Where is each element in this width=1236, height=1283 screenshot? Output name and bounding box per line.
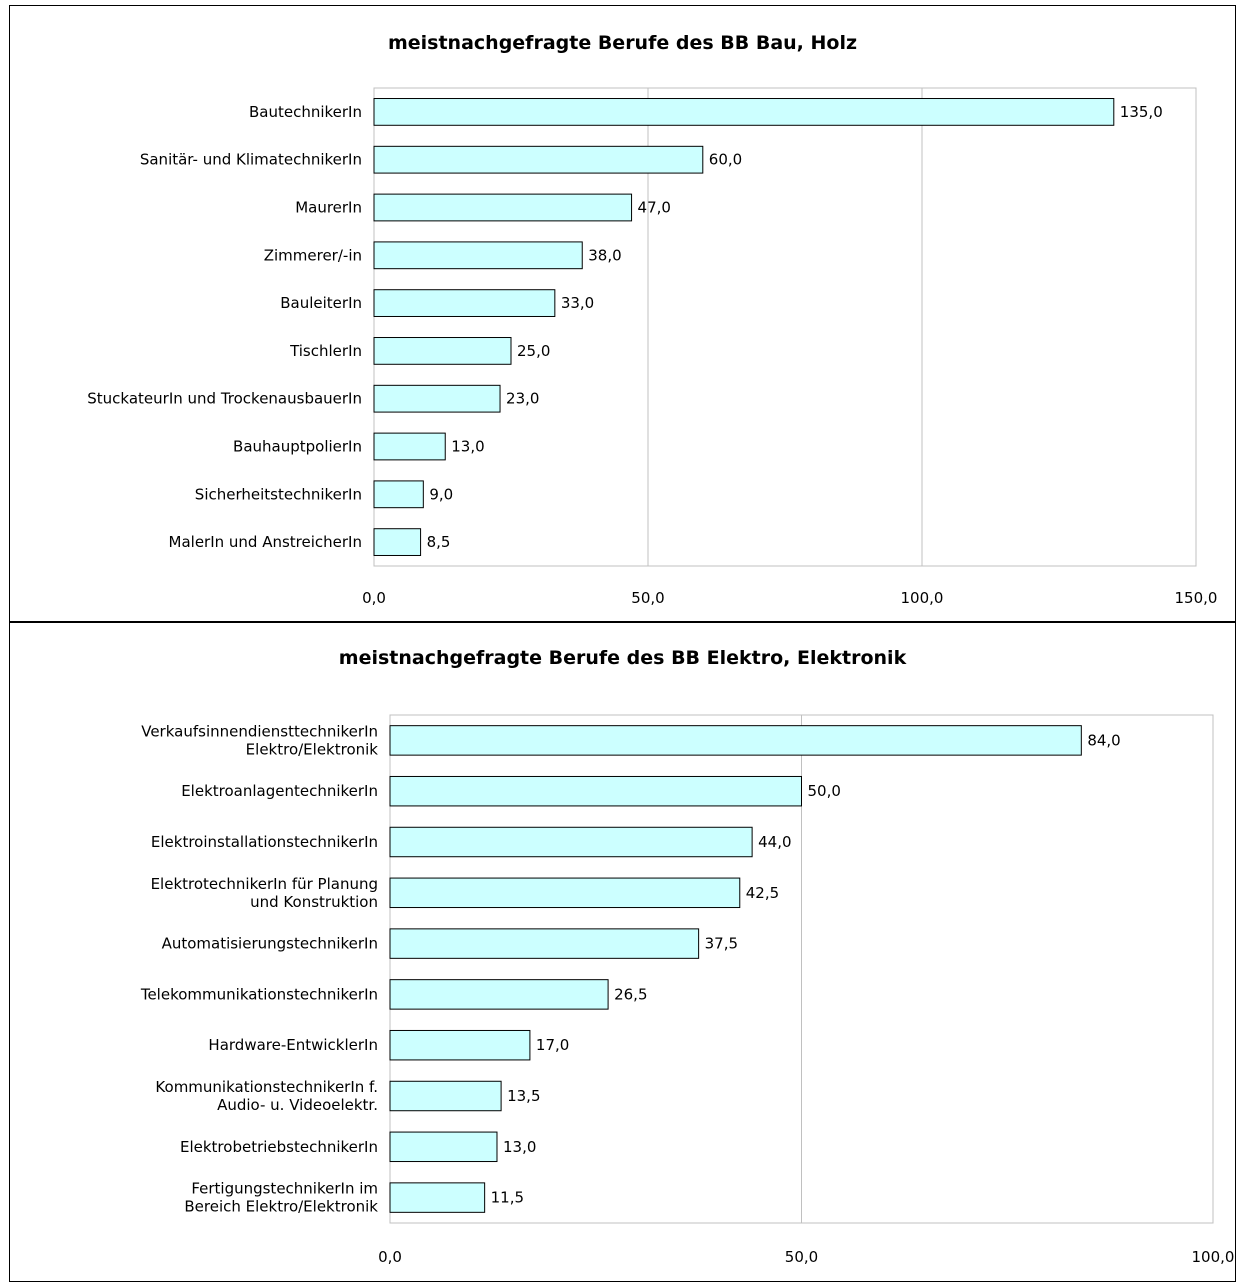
- data-label: 38,0: [588, 246, 621, 264]
- category-label: Hardware-EntwicklerIn: [208, 1036, 378, 1054]
- category-label: ElektrotechnikerIn für Planung und Konstr…: [151, 875, 378, 911]
- category-label: VerkaufsinnendiensttechnikerIn Elektro/El…: [141, 722, 378, 758]
- bar: [389, 1182, 486, 1213]
- chart-panel-bau-holz: meistnachgefragte Berufe des BB Bau, Hol…: [9, 5, 1236, 622]
- category-label: Zimmerer/-in: [264, 246, 362, 264]
- x-tick-label: 50,0: [631, 589, 664, 607]
- category-label: FertigungstechnikerIn im Bereich Elektro/…: [184, 1180, 378, 1216]
- x-tick-label: 100,0: [1192, 1248, 1235, 1266]
- data-label: 26,5: [614, 985, 647, 1003]
- bar: [389, 775, 802, 807]
- x-tick-label: 150,0: [1175, 589, 1218, 607]
- bar: [373, 528, 422, 556]
- data-label: 44,0: [758, 833, 791, 851]
- category-label: StuckateurIn und TrockenausbauerIn: [87, 390, 362, 408]
- bar: [373, 337, 512, 365]
- data-label: 50,0: [808, 782, 841, 800]
- bar: [373, 432, 446, 461]
- bar: [389, 1080, 502, 1112]
- data-label: 23,0: [506, 390, 539, 408]
- bar: [389, 725, 1082, 756]
- category-label: ElektroinstallationstechnikerIn: [151, 833, 378, 851]
- data-label: 25,0: [517, 342, 550, 360]
- category-label: BautechnikerIn: [249, 103, 362, 121]
- category-label: BauhauptpolierIn: [233, 438, 362, 456]
- bar: [373, 384, 501, 413]
- category-label: TischlerIn: [289, 342, 362, 360]
- x-tick-label: 100,0: [901, 589, 944, 607]
- bar: [373, 241, 583, 270]
- data-label: 11,5: [491, 1189, 524, 1207]
- data-label: 8,5: [427, 533, 451, 551]
- data-label: 13,0: [451, 438, 484, 456]
- data-label: 47,0: [638, 199, 671, 217]
- category-label: KommunikationstechnikerIn f. Audio- u. Vi…: [155, 1078, 378, 1114]
- bar: [389, 1029, 531, 1061]
- bar: [373, 289, 556, 317]
- data-label: 84,0: [1087, 731, 1120, 749]
- category-label: SicherheitstechnikerIn: [195, 485, 362, 503]
- bar-chart-bau-holz: 0,0 50,0 100,0 150,0 135,0 BautechnikerIn 60,0…: [87, 87, 1218, 607]
- category-label: Sanitär- und KlimatechnikerIn: [140, 151, 362, 169]
- bar: [373, 480, 424, 509]
- chart-panel-elektro-elektronik: meistnachgefragte Berufe des BB Elektro,…: [9, 622, 1236, 1282]
- x-tick-label: 50,0: [785, 1248, 818, 1266]
- data-label: 60,0: [709, 151, 742, 169]
- category-label: TelekommunikationstechnikerIn: [140, 985, 378, 1003]
- data-label: 135,0: [1120, 103, 1163, 121]
- bar: [373, 145, 704, 174]
- data-label: 42,5: [746, 884, 779, 902]
- bar: [389, 979, 609, 1010]
- bar: [373, 193, 633, 222]
- bar: [389, 928, 700, 959]
- data-label: 37,5: [705, 935, 738, 953]
- data-label: 9,0: [429, 485, 453, 503]
- bar-chart-elektro-elektronik: 0,0 50,0 100,0 84,0 Verkaufsinnendiensttechn…: [140, 714, 1235, 1266]
- bar: [373, 98, 1115, 126]
- bar: [389, 826, 753, 858]
- data-label: 13,5: [507, 1087, 540, 1105]
- chart-title: meistnachgefragte Berufe des BB Elektro,…: [338, 647, 907, 669]
- data-label: 13,0: [503, 1138, 536, 1156]
- category-label: ElektroanlagentechnikerIn: [181, 782, 378, 800]
- bar: [389, 877, 741, 909]
- category-label: BauleiterIn: [280, 294, 362, 312]
- data-label: 17,0: [536, 1036, 569, 1054]
- category-label: AutomatisierungstechnikerIn: [162, 935, 378, 953]
- category-label: ElektrobetriebstechnikerIn: [180, 1138, 378, 1156]
- data-label: 33,0: [561, 294, 594, 312]
- x-tick-label: 0,0: [362, 589, 386, 607]
- category-label: MaurerIn: [295, 199, 362, 217]
- bar: [389, 1131, 498, 1163]
- category-label: MalerIn und AnstreicherIn: [169, 533, 362, 551]
- chart-title: meistnachgefragte Berufe des BB Bau, Hol…: [387, 32, 858, 54]
- x-tick-label: 0,0: [378, 1248, 402, 1266]
